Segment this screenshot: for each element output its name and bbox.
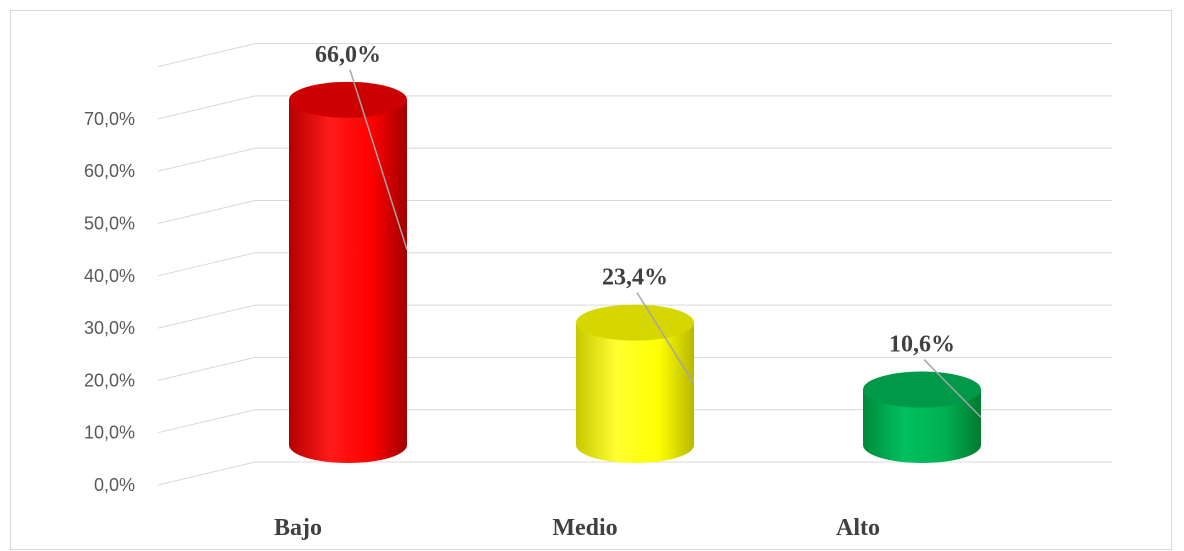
gridline-depth (157, 252, 256, 277)
y-tick-label: 50,0% (84, 214, 135, 234)
data-label-leader (349, 69, 408, 251)
gridline-depth (157, 461, 256, 486)
y-tick-label: 20,0% (84, 370, 135, 390)
bar-top (289, 81, 407, 118)
gridline-depth (157, 43, 256, 68)
gridline-depth (157, 147, 256, 172)
gridline-depth (157, 409, 256, 434)
gridline-depth (157, 356, 256, 381)
bar-body (289, 99, 407, 463)
bar-alto (863, 371, 981, 463)
category-label: Alto (836, 515, 880, 541)
y-tick-label: 70,0% (84, 109, 135, 129)
y-tick-label: 60,0% (84, 161, 135, 181)
gridline-depth (157, 200, 256, 224)
bar-bajo (289, 81, 407, 463)
bar-medio (576, 304, 694, 463)
data-label-leader (923, 359, 982, 418)
data-label: 10,6% (889, 332, 955, 358)
y-tick-label: 0,0% (94, 475, 135, 495)
data-label: 23,4% (602, 265, 668, 291)
bar-body (863, 389, 981, 463)
data-label-leader (636, 292, 695, 385)
y-tick-label: 30,0% (84, 318, 135, 338)
bar-top (863, 371, 981, 408)
gridline-depth (157, 304, 256, 329)
bar-body (576, 322, 694, 463)
category-label: Medio (552, 515, 617, 541)
chart-frame (10, 10, 1172, 550)
bar-top (576, 304, 694, 341)
data-label: 66,0% (315, 42, 381, 68)
y-tick-label: 40,0% (84, 266, 135, 286)
category-label: Bajo (274, 515, 322, 541)
gridline-depth (157, 95, 256, 120)
y-tick-label: 10,0% (84, 423, 135, 443)
